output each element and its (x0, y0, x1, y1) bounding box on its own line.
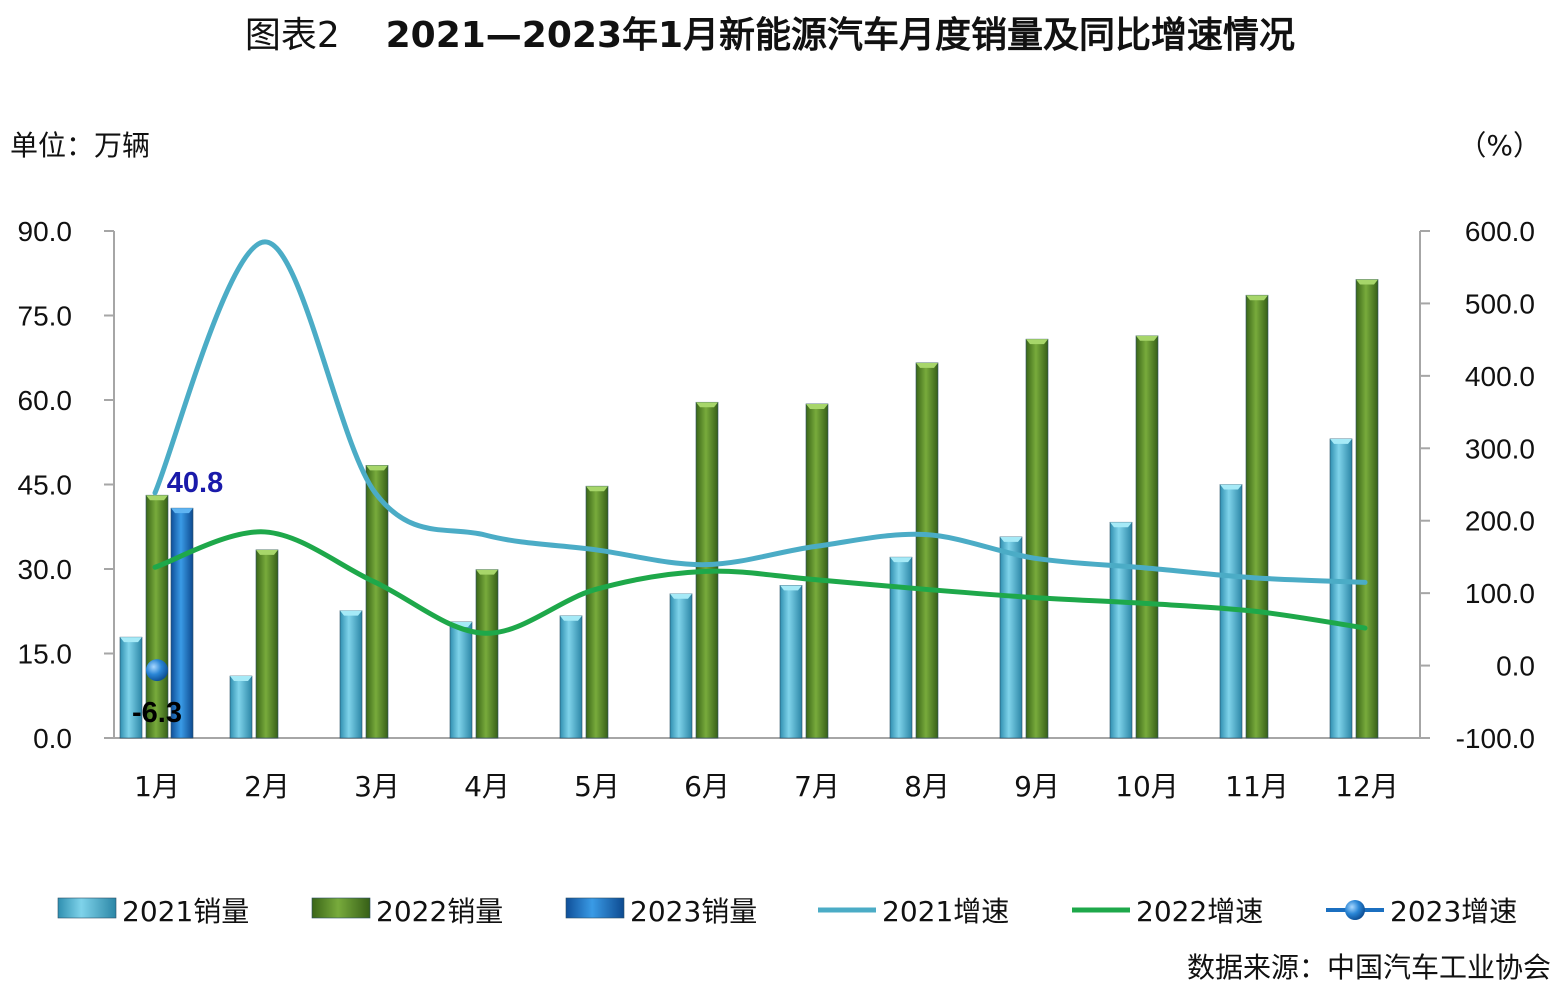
bar-2022销量-10月 (1135, 335, 1159, 739)
right-tick-label: -100.0 (1456, 723, 1535, 754)
chart-title-main: 2021—2023年1月新能源汽车月度销量及同比增速情况 (385, 15, 1296, 56)
left-tick-label: 60.0 (18, 385, 73, 416)
legend-swatch-2023销量 (565, 897, 625, 919)
bar-2021销量-10月 (1109, 521, 1133, 739)
bar-2022销量-2月 (255, 549, 279, 739)
bar-top-2022销量 (916, 362, 938, 368)
bar-2021销量-7月 (779, 585, 803, 739)
legend-marker-2023增速 (1345, 900, 1365, 920)
bar-2022销量-7月 (805, 403, 829, 739)
bar-top-2021销量 (560, 615, 582, 621)
x-category-label: 12月 (1335, 770, 1399, 803)
bar-top-2021销量 (1330, 438, 1352, 444)
left-tick-label: 0.0 (33, 723, 72, 754)
bar-top-2021销量 (1220, 484, 1242, 490)
bar-top-2021销量 (780, 585, 802, 591)
x-category-label: 11月 (1225, 770, 1289, 803)
data-source-note: 数据来源：中国汽车工业协会 (1186, 951, 1551, 984)
x-category-label: 9月 (1014, 770, 1060, 803)
right-tick-label: 400.0 (1465, 361, 1535, 392)
data-label-2023-sales: 40.8 (167, 467, 223, 499)
bar-2021销量-3月 (339, 610, 363, 739)
x-category-label: 4月 (464, 770, 510, 803)
bar-top-2022销量 (256, 549, 278, 555)
x-category-label: 6月 (684, 770, 730, 803)
legend-label-2022增速: 2022增速 (1136, 895, 1263, 928)
bar-top-2021销量 (120, 637, 142, 643)
bar-2022销量-5月 (585, 485, 609, 739)
right-tick-label: 200.0 (1465, 506, 1535, 537)
bar-2021销量-2月 (229, 675, 253, 739)
right-tick-label: 500.0 (1465, 288, 1535, 319)
bar-top-2021销量 (670, 593, 692, 599)
right-axis-unit: （%） (1458, 129, 1541, 162)
bar-top-2022销量 (1356, 279, 1378, 285)
data-label-2023-growth: -6.3 (132, 697, 182, 729)
bar-2022销量-12月 (1355, 279, 1379, 739)
bar-top-2023销量 (171, 508, 193, 514)
bar-top-2021销量 (230, 676, 252, 682)
chart-title-prefix: 图表2 (244, 15, 340, 56)
bar-top-2021销量 (1000, 536, 1022, 542)
bar-2021销量-5月 (559, 615, 583, 739)
left-axis-unit: 单位：万辆 (10, 129, 151, 162)
legend-label-2023销量: 2023销量 (630, 895, 757, 928)
legend-label-2023增速: 2023增速 (1390, 895, 1517, 928)
x-category-label: 8月 (904, 770, 950, 803)
data-labels: 40.8 -6.3 (132, 467, 223, 729)
x-category-label: 3月 (354, 770, 400, 803)
lines (146, 239, 1368, 682)
bar-2021销量-9月 (999, 536, 1023, 739)
bar-top-2021销量 (890, 557, 912, 563)
chart-title: 图表2 2021—2023年1月新能源汽车月度销量及同比增速情况 (0, 6, 1540, 58)
marker-2023增速 (146, 659, 168, 682)
bar-top-2022销量 (1136, 335, 1158, 341)
right-tick-label: 0.0 (1496, 651, 1535, 682)
x-category-label: 7月 (794, 770, 840, 803)
x-category-label: 10月 (1115, 770, 1179, 803)
bar-top-2022销量 (806, 403, 828, 409)
bar-2022销量-9月 (1025, 338, 1049, 739)
right-tick-label: 300.0 (1465, 433, 1535, 464)
bar-top-2022销量 (1246, 295, 1268, 301)
left-tick-label: 30.0 (18, 554, 73, 585)
legend-label-2021增速: 2021增速 (882, 895, 1009, 928)
bars (119, 279, 1379, 739)
bar-2021销量-12月 (1329, 438, 1353, 739)
line-2021增速 (152, 239, 1368, 585)
left-tick-label: 75.0 (18, 301, 73, 332)
bar-2022销量-11月 (1245, 294, 1269, 739)
left-tick-label: 90.0 (18, 216, 73, 247)
x-category-label: 2月 (244, 770, 290, 803)
right-tick-label: 600.0 (1465, 216, 1535, 247)
legend-label-2021销量: 2021销量 (122, 895, 249, 928)
bar-top-2022销量 (146, 495, 168, 501)
bar-2022销量-8月 (915, 362, 939, 739)
legend-label-2022销量: 2022销量 (376, 895, 503, 928)
left-tick-label: 15.0 (18, 639, 73, 670)
bar-top-2022销量 (586, 486, 608, 492)
bar-top-2021销量 (340, 610, 362, 616)
legend-swatch-2022销量 (311, 897, 371, 919)
bar-top-2022销量 (476, 569, 498, 575)
x-category-label: 1月 (134, 770, 180, 803)
line-2022增速 (152, 529, 1368, 636)
right-tick-label: 100.0 (1465, 578, 1535, 609)
legend-swatch-2021销量 (57, 897, 117, 919)
x-category-label: 5月 (574, 770, 620, 803)
left-tick-label: 45.0 (18, 470, 73, 501)
bar-top-2021销量 (1110, 522, 1132, 528)
bar-top-2022销量 (696, 402, 718, 408)
bar-2022销量-4月 (475, 569, 499, 739)
bar-2021销量-6月 (669, 593, 693, 739)
axes: 0.0 15.0 30.0 45.0 60.0 75.0 90.0 -100.0 0.0 100.… (18, 216, 1536, 803)
bar-top-2022销量 (366, 465, 388, 471)
legend: 2021销量 2022销量 2023销量 2021增速 2022增速 2023增速 (57, 895, 1517, 928)
bar-top-2022销量 (1026, 339, 1048, 345)
bar-2021销量-4月 (449, 621, 473, 739)
